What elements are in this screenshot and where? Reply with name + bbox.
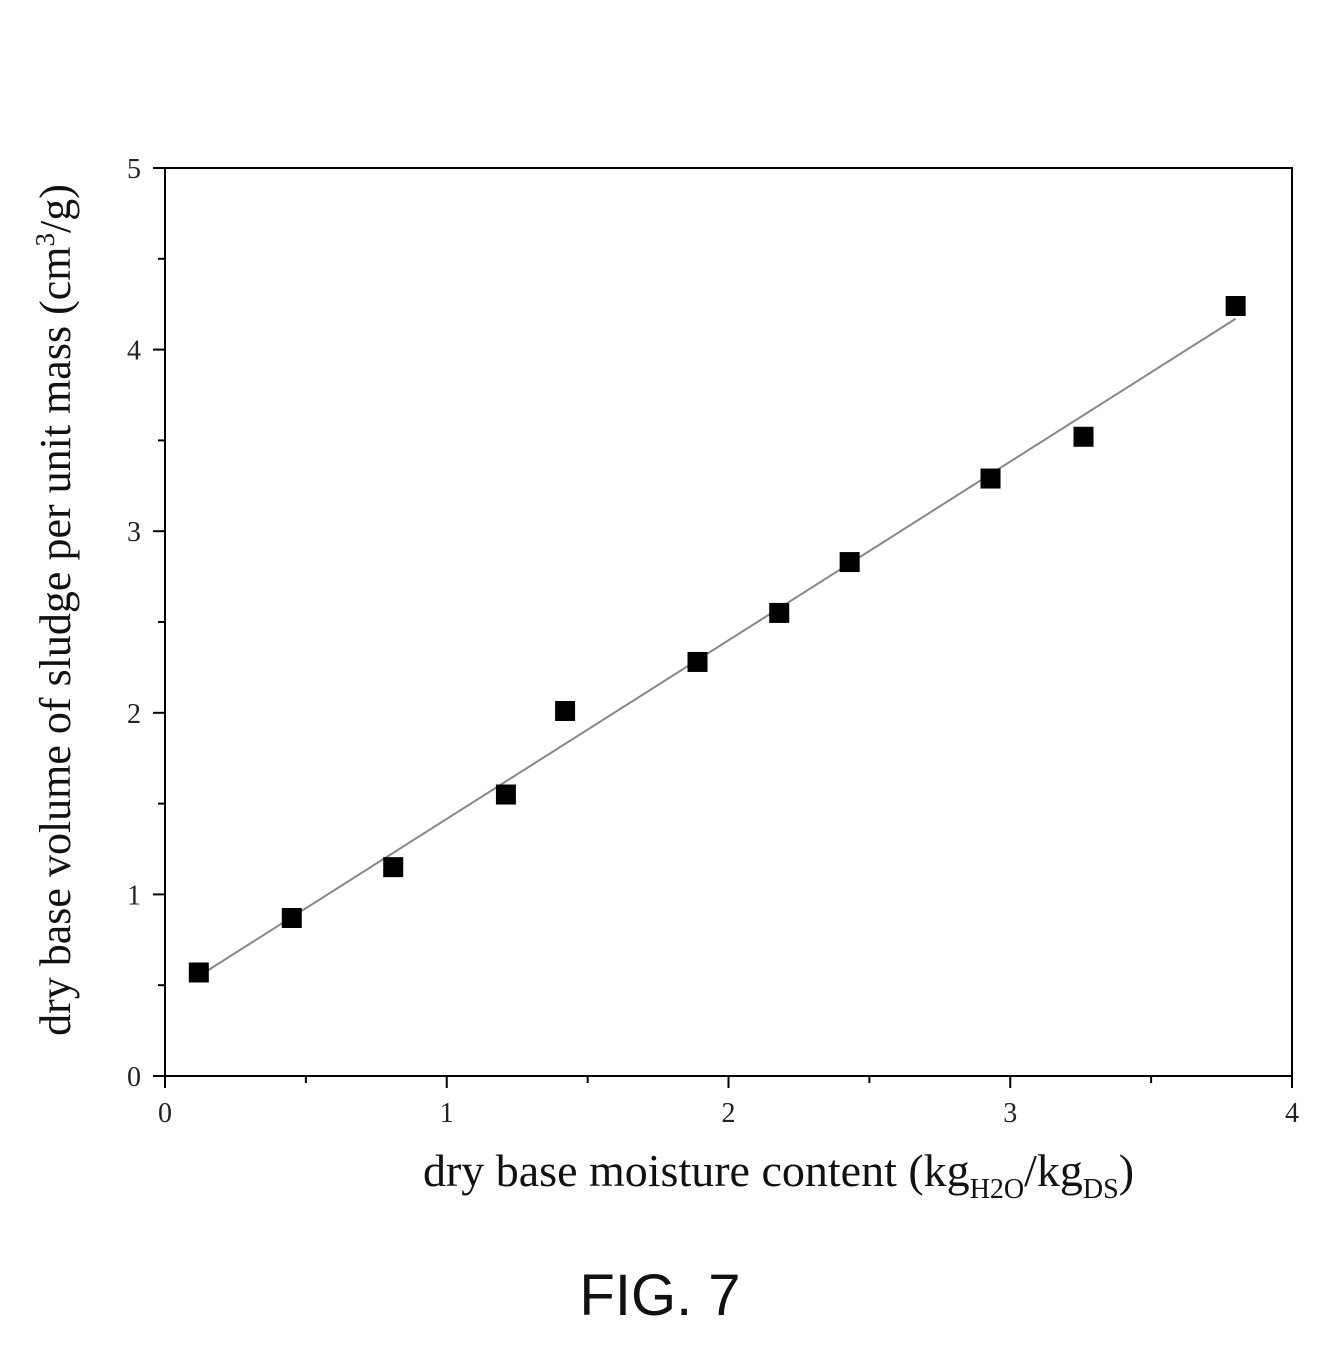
y-tick-label: 0 bbox=[127, 1062, 141, 1093]
data-point bbox=[839, 552, 860, 573]
data-point bbox=[769, 602, 790, 623]
data-points bbox=[188, 296, 1246, 983]
x-axis-title: dry base moisture content (kgH2O/kgDS) bbox=[423, 1145, 1134, 1205]
y-tick-label: 2 bbox=[127, 699, 141, 730]
y-tick-label: 3 bbox=[127, 517, 141, 548]
data-point bbox=[1225, 296, 1246, 317]
data-point bbox=[980, 468, 1001, 489]
x-axis-ticks: 0 1 2 3 4 bbox=[158, 1076, 1299, 1129]
data-point bbox=[383, 857, 404, 878]
data-point bbox=[687, 651, 708, 672]
x-tick-label: 4 bbox=[1285, 1098, 1299, 1129]
y-tick-label: 5 bbox=[127, 154, 141, 185]
data-point bbox=[281, 908, 302, 929]
plot-area-frame bbox=[164, 167, 1293, 1077]
x-tick-label: 0 bbox=[158, 1098, 172, 1129]
x-tick-label: 1 bbox=[440, 1098, 454, 1129]
y-tick-label: 4 bbox=[127, 336, 141, 367]
figure-caption: FIG. 7 bbox=[579, 1263, 741, 1328]
scatter-chart: 0 1 2 3 4 0 1 2 3 4 5 dry base moisture content (… bbox=[30, 154, 1299, 1205]
data-point bbox=[495, 784, 516, 805]
y-tick-label: 1 bbox=[127, 880, 141, 911]
data-point bbox=[1073, 426, 1094, 447]
x-tick-label: 2 bbox=[722, 1098, 736, 1129]
data-point bbox=[188, 962, 209, 983]
y-axis-ticks: 0 1 2 3 4 5 bbox=[127, 154, 165, 1093]
x-tick-label: 3 bbox=[1003, 1098, 1017, 1129]
y-axis-title: dry base volume of sludge per unit mass … bbox=[30, 184, 80, 1036]
data-point bbox=[555, 700, 576, 721]
fit-line bbox=[198, 317, 1237, 977]
